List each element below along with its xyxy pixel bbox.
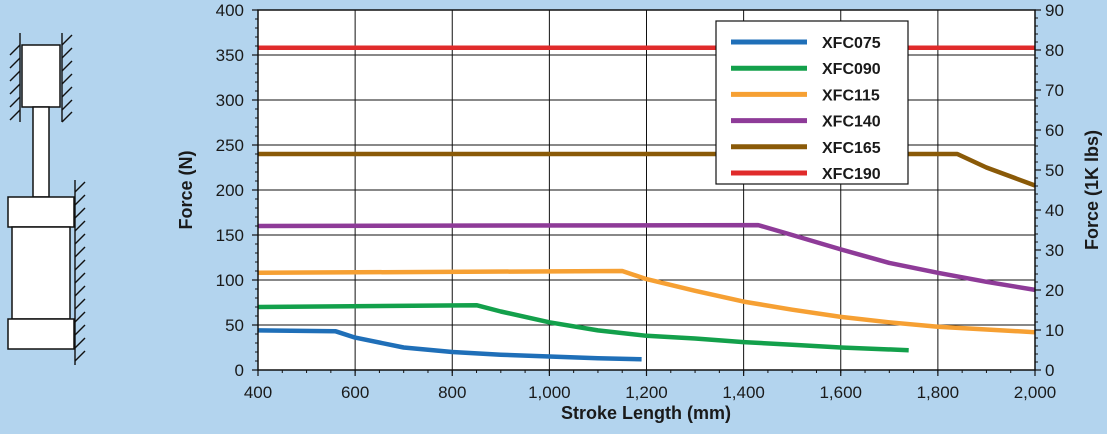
series-line-xfc165 xyxy=(258,151,1036,188)
x-tick-label: 2,000 xyxy=(1014,383,1057,402)
y-tick-label: 100 xyxy=(216,271,244,290)
y-right-tick-label: 0 xyxy=(1045,361,1054,380)
y-right-tick-label: 50 xyxy=(1045,161,1064,180)
y-tick-label: 250 xyxy=(216,136,244,155)
y-tick-label: 300 xyxy=(216,91,244,110)
legend-label-xfc090: XFC090 xyxy=(822,61,881,78)
series-line-xfc090 xyxy=(257,302,909,353)
x-tick-label: 1,600 xyxy=(819,383,862,402)
cylinder-cap-top xyxy=(7,196,75,228)
y-right-tick-label: 70 xyxy=(1045,81,1064,100)
x-tick-label: 800 xyxy=(438,383,466,402)
legend-label-xfc075: XFC075 xyxy=(822,35,881,52)
y-tick-label: 400 xyxy=(216,1,244,20)
y-right-tick-label: 30 xyxy=(1045,241,1064,260)
y-tick-label: 150 xyxy=(216,226,244,245)
series-line-xfc140 xyxy=(257,222,1036,293)
x-tick-label: 1,200 xyxy=(625,383,668,402)
y-axis-title-right: Force (1K lbs) xyxy=(1082,130,1102,250)
legend-label-xfc190: XFC190 xyxy=(822,166,881,183)
y-right-tick-label: 90 xyxy=(1045,1,1064,20)
legend-label-xfc115: XFC115 xyxy=(822,87,880,104)
cylinder-cap-bottom xyxy=(7,318,75,350)
x-tick-label: 1,400 xyxy=(722,383,765,402)
y-tick-label: 350 xyxy=(216,46,244,65)
y-right-tick-label: 40 xyxy=(1045,201,1064,220)
y-right-tick-label: 20 xyxy=(1045,281,1064,300)
legend-label-xfc165: XFC165 xyxy=(822,140,881,157)
x-tick-label: 1,000 xyxy=(528,383,571,402)
y-tick-label: 0 xyxy=(235,361,244,380)
wall-hatch-upper xyxy=(9,33,73,123)
legend-label-xfc140: XFC140 xyxy=(822,114,881,131)
cylinder-body xyxy=(11,226,71,320)
series-line-xfc075 xyxy=(257,328,642,362)
y-right-tick-label: 60 xyxy=(1045,121,1064,140)
axis-ticks xyxy=(252,9,1041,376)
y-tick-label: 50 xyxy=(225,316,244,335)
piston-rod xyxy=(32,106,50,198)
x-axis-title: Stroke Length (mm) xyxy=(561,403,731,423)
cylinder-schematic-icon xyxy=(7,33,86,365)
legend: XFC075 XFC090 XFC115 XFC140 XFC165 XFC190 xyxy=(715,20,909,185)
wall-hatch-lower xyxy=(74,180,86,365)
x-tick-label: 600 xyxy=(341,383,369,402)
legend-box xyxy=(715,20,909,185)
tick-labels: 400 600 800 1,000 1,200 1,400 1,600 1,800 2,0000… xyxy=(216,1,1064,402)
series-line-xfc115 xyxy=(257,268,1036,335)
y-tick-label: 200 xyxy=(216,181,244,200)
upper-mount-block xyxy=(21,44,61,108)
y-right-tick-label: 10 xyxy=(1045,321,1064,340)
x-tick-label: 400 xyxy=(244,383,272,402)
y-right-tick-label: 80 xyxy=(1045,41,1064,60)
x-tick-label: 1,800 xyxy=(917,383,960,402)
y-axis-title-left: Force (N) xyxy=(176,150,196,229)
